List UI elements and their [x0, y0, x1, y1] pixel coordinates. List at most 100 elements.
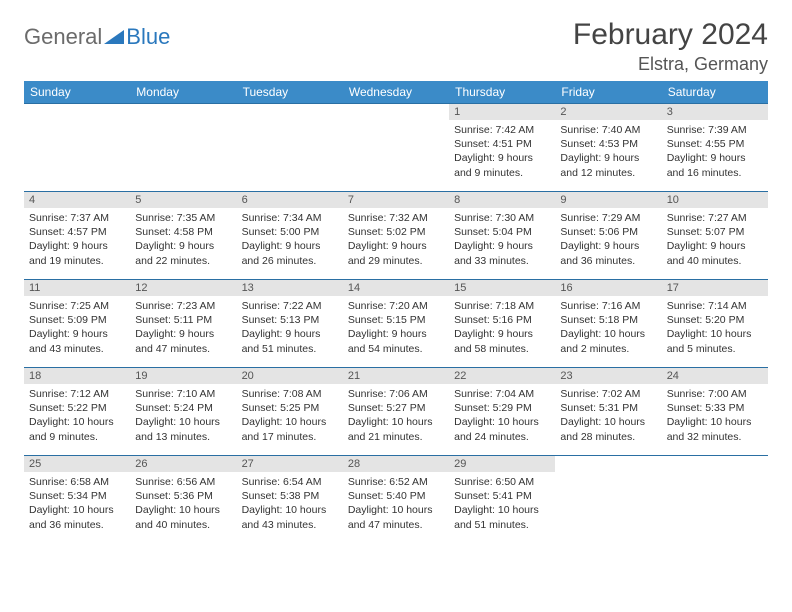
day-details: Sunrise: 7:27 AMSunset: 5:07 PMDaylight:…	[662, 208, 768, 272]
calendar-body: 1Sunrise: 7:42 AMSunset: 4:51 PMDaylight…	[24, 104, 768, 544]
calendar-cell: 29Sunrise: 6:50 AMSunset: 5:41 PMDayligh…	[449, 456, 555, 544]
sunrise-text: Sunrise: 7:04 AM	[454, 387, 550, 401]
calendar-cell: 9Sunrise: 7:29 AMSunset: 5:06 PMDaylight…	[555, 192, 661, 280]
brand-part1: General	[24, 24, 102, 50]
calendar-cell: 22Sunrise: 7:04 AMSunset: 5:29 PMDayligh…	[449, 368, 555, 456]
day-number: 10	[662, 192, 768, 208]
day-number: 11	[24, 280, 130, 296]
day-number: 12	[130, 280, 236, 296]
sunset-text: Sunset: 5:15 PM	[348, 313, 444, 327]
daylight-line2: and 26 minutes.	[242, 254, 338, 268]
daylight-line1: Daylight: 9 hours	[454, 327, 550, 341]
calendar-cell: 28Sunrise: 6:52 AMSunset: 5:40 PMDayligh…	[343, 456, 449, 544]
brand-logo: General Blue	[24, 18, 170, 50]
sunrise-text: Sunrise: 7:30 AM	[454, 211, 550, 225]
day-details: Sunrise: 7:00 AMSunset: 5:33 PMDaylight:…	[662, 384, 768, 448]
sunset-text: Sunset: 5:16 PM	[454, 313, 550, 327]
calendar-cell: 20Sunrise: 7:08 AMSunset: 5:25 PMDayligh…	[237, 368, 343, 456]
sunset-text: Sunset: 5:24 PM	[135, 401, 231, 415]
calendar-cell	[662, 456, 768, 544]
calendar-week-row: 11Sunrise: 7:25 AMSunset: 5:09 PMDayligh…	[24, 280, 768, 368]
day-number: 7	[343, 192, 449, 208]
calendar-cell: 26Sunrise: 6:56 AMSunset: 5:36 PMDayligh…	[130, 456, 236, 544]
sunrise-text: Sunrise: 7:34 AM	[242, 211, 338, 225]
day-number: 1	[449, 104, 555, 120]
calendar-cell: 18Sunrise: 7:12 AMSunset: 5:22 PMDayligh…	[24, 368, 130, 456]
dayheader-mon: Monday	[130, 81, 236, 104]
day-details: Sunrise: 7:25 AMSunset: 5:09 PMDaylight:…	[24, 296, 130, 360]
day-number: 29	[449, 456, 555, 472]
calendar-week-row: 1Sunrise: 7:42 AMSunset: 4:51 PMDaylight…	[24, 104, 768, 192]
daylight-line1: Daylight: 10 hours	[454, 503, 550, 517]
daylight-line1: Daylight: 9 hours	[560, 239, 656, 253]
calendar-cell: 6Sunrise: 7:34 AMSunset: 5:00 PMDaylight…	[237, 192, 343, 280]
daylight-line1: Daylight: 9 hours	[454, 151, 550, 165]
sunset-text: Sunset: 5:38 PM	[242, 489, 338, 503]
calendar-cell: 8Sunrise: 7:30 AMSunset: 5:04 PMDaylight…	[449, 192, 555, 280]
day-number: 28	[343, 456, 449, 472]
sunset-text: Sunset: 5:27 PM	[348, 401, 444, 415]
sunset-text: Sunset: 5:11 PM	[135, 313, 231, 327]
calendar-cell: 5Sunrise: 7:35 AMSunset: 4:58 PMDaylight…	[130, 192, 236, 280]
sunrise-text: Sunrise: 6:52 AM	[348, 475, 444, 489]
daylight-line1: Daylight: 10 hours	[667, 327, 763, 341]
brand-part2: Blue	[126, 24, 170, 50]
day-number: 13	[237, 280, 343, 296]
sunset-text: Sunset: 4:51 PM	[454, 137, 550, 151]
day-details: Sunrise: 7:37 AMSunset: 4:57 PMDaylight:…	[24, 208, 130, 272]
month-title: February 2024	[573, 18, 768, 52]
day-number: 2	[555, 104, 661, 120]
dayheader-wed: Wednesday	[343, 81, 449, 104]
day-details: Sunrise: 7:32 AMSunset: 5:02 PMDaylight:…	[343, 208, 449, 272]
daylight-line2: and 17 minutes.	[242, 430, 338, 444]
daylight-line2: and 9 minutes.	[29, 430, 125, 444]
sunrise-text: Sunrise: 7:16 AM	[560, 299, 656, 313]
day-details: Sunrise: 7:23 AMSunset: 5:11 PMDaylight:…	[130, 296, 236, 360]
daylight-line1: Daylight: 9 hours	[667, 151, 763, 165]
day-number: 9	[555, 192, 661, 208]
sunset-text: Sunset: 5:29 PM	[454, 401, 550, 415]
daylight-line1: Daylight: 9 hours	[135, 327, 231, 341]
day-number: 22	[449, 368, 555, 384]
day-number: 17	[662, 280, 768, 296]
calendar-head: Sunday Monday Tuesday Wednesday Thursday…	[24, 81, 768, 104]
sunrise-text: Sunrise: 7:23 AM	[135, 299, 231, 313]
day-details: Sunrise: 7:29 AMSunset: 5:06 PMDaylight:…	[555, 208, 661, 272]
sunset-text: Sunset: 5:20 PM	[667, 313, 763, 327]
calendar-cell: 1Sunrise: 7:42 AMSunset: 4:51 PMDaylight…	[449, 104, 555, 192]
calendar-cell	[237, 104, 343, 192]
daylight-line1: Daylight: 9 hours	[560, 151, 656, 165]
daylight-line2: and 40 minutes.	[135, 518, 231, 532]
sunset-text: Sunset: 5:00 PM	[242, 225, 338, 239]
day-details: Sunrise: 7:08 AMSunset: 5:25 PMDaylight:…	[237, 384, 343, 448]
day-number: 20	[237, 368, 343, 384]
day-details: Sunrise: 6:52 AMSunset: 5:40 PMDaylight:…	[343, 472, 449, 536]
calendar-cell: 2Sunrise: 7:40 AMSunset: 4:53 PMDaylight…	[555, 104, 661, 192]
calendar-cell: 21Sunrise: 7:06 AMSunset: 5:27 PMDayligh…	[343, 368, 449, 456]
dayheader-tue: Tuesday	[237, 81, 343, 104]
day-number: 19	[130, 368, 236, 384]
day-number: 26	[130, 456, 236, 472]
sunset-text: Sunset: 5:36 PM	[135, 489, 231, 503]
daylight-line2: and 2 minutes.	[560, 342, 656, 356]
sunset-text: Sunset: 4:55 PM	[667, 137, 763, 151]
day-details: Sunrise: 7:02 AMSunset: 5:31 PMDaylight:…	[555, 384, 661, 448]
daylight-line2: and 36 minutes.	[560, 254, 656, 268]
calendar-cell: 14Sunrise: 7:20 AMSunset: 5:15 PMDayligh…	[343, 280, 449, 368]
day-details: Sunrise: 6:54 AMSunset: 5:38 PMDaylight:…	[237, 472, 343, 536]
sunrise-text: Sunrise: 7:29 AM	[560, 211, 656, 225]
day-number: 15	[449, 280, 555, 296]
daylight-line2: and 43 minutes.	[242, 518, 338, 532]
calendar-cell	[555, 456, 661, 544]
daylight-line2: and 40 minutes.	[667, 254, 763, 268]
daylight-line1: Daylight: 10 hours	[348, 415, 444, 429]
sunset-text: Sunset: 4:53 PM	[560, 137, 656, 151]
daylight-line2: and 19 minutes.	[29, 254, 125, 268]
sunrise-text: Sunrise: 7:37 AM	[29, 211, 125, 225]
sunset-text: Sunset: 5:13 PM	[242, 313, 338, 327]
day-details: Sunrise: 7:34 AMSunset: 5:00 PMDaylight:…	[237, 208, 343, 272]
day-number: 6	[237, 192, 343, 208]
day-details: Sunrise: 7:35 AMSunset: 4:58 PMDaylight:…	[130, 208, 236, 272]
daylight-line2: and 21 minutes.	[348, 430, 444, 444]
sunset-text: Sunset: 5:06 PM	[560, 225, 656, 239]
